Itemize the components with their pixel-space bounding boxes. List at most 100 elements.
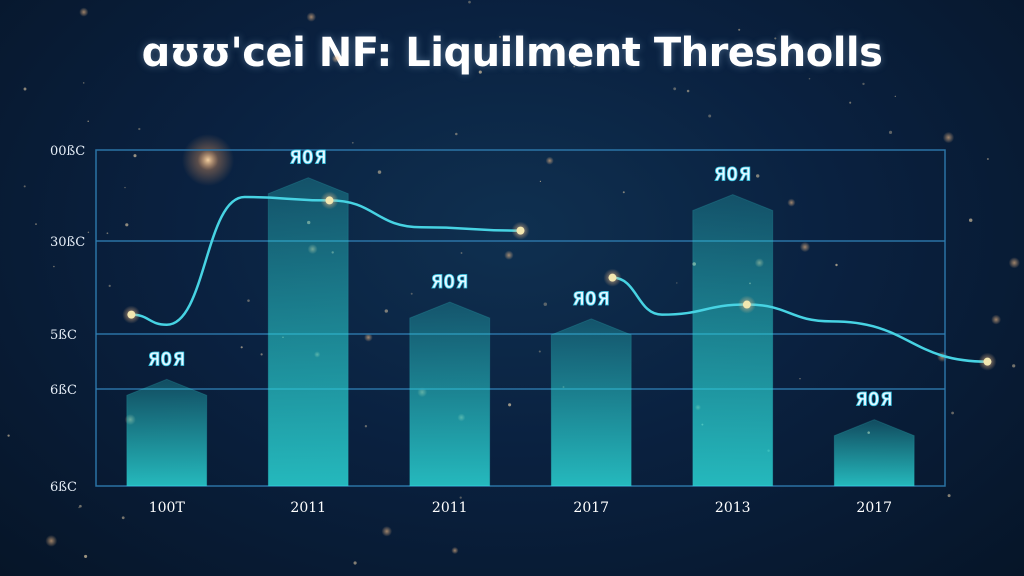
particle bbox=[331, 54, 341, 63]
particle bbox=[45, 534, 58, 547]
particle bbox=[539, 180, 542, 183]
x-axis-ticks: 100T 2011 2011 2017 2013 2017 bbox=[149, 500, 892, 516]
y-axis-ticks: 00ßC 30ßC 5ßC 6ßC 6ßC bbox=[50, 144, 85, 495]
particle bbox=[849, 101, 852, 104]
particle bbox=[247, 299, 250, 302]
particle bbox=[942, 131, 955, 144]
data-labels: ЯОЯ ЯОЯ ЯОЯ ЯОЯ ЯОЯ ЯОЯ bbox=[148, 146, 893, 411]
particle bbox=[240, 346, 243, 349]
particle bbox=[460, 252, 463, 254]
particle bbox=[138, 127, 141, 131]
bar bbox=[409, 301, 491, 487]
particle bbox=[478, 70, 482, 74]
particle bbox=[125, 223, 129, 227]
particle bbox=[410, 292, 413, 295]
particle bbox=[108, 284, 111, 288]
particle bbox=[23, 87, 27, 91]
particle bbox=[756, 174, 760, 178]
particle bbox=[133, 154, 137, 158]
data-label: ЯОЯ bbox=[148, 348, 185, 370]
plot-frame bbox=[95, 149, 946, 487]
particle bbox=[381, 526, 393, 537]
x-tick-label: 2017 bbox=[573, 500, 609, 516]
series-line bbox=[612, 276, 988, 363]
particle bbox=[991, 314, 1002, 325]
line-marker bbox=[516, 226, 525, 235]
particle bbox=[451, 546, 459, 555]
particle bbox=[504, 250, 514, 260]
particle bbox=[543, 302, 548, 306]
y-tick-label: 5ßC bbox=[50, 328, 77, 343]
particle bbox=[622, 191, 625, 194]
particle bbox=[306, 12, 317, 22]
particle bbox=[498, 35, 502, 38]
particle bbox=[508, 403, 512, 407]
particle bbox=[968, 218, 973, 222]
line-marker bbox=[742, 300, 751, 309]
line-marker bbox=[608, 273, 617, 282]
particle bbox=[799, 241, 811, 253]
grid-lines bbox=[95, 149, 946, 487]
particle bbox=[351, 141, 354, 144]
particle bbox=[459, 496, 462, 499]
bar bbox=[692, 193, 774, 487]
particle bbox=[364, 425, 368, 428]
particle bbox=[87, 231, 90, 234]
line-marker bbox=[325, 196, 334, 205]
particle bbox=[87, 120, 89, 123]
data-label: ЯОЯ bbox=[714, 163, 751, 185]
glow-orb bbox=[182, 134, 234, 186]
particle bbox=[947, 494, 951, 498]
particle bbox=[79, 504, 82, 508]
particle bbox=[106, 232, 109, 235]
bar bbox=[550, 318, 632, 487]
particle bbox=[862, 82, 865, 86]
bar-series bbox=[126, 177, 915, 487]
bar bbox=[267, 177, 349, 487]
y-tick-label: 6ßC bbox=[50, 480, 77, 495]
particle bbox=[121, 516, 125, 520]
particle bbox=[35, 223, 37, 225]
bar bbox=[833, 419, 915, 487]
particle bbox=[377, 170, 382, 174]
particle bbox=[260, 353, 263, 356]
particle bbox=[468, 0, 471, 4]
particle bbox=[708, 114, 712, 118]
line-marker bbox=[127, 310, 136, 319]
particle bbox=[686, 89, 690, 93]
particle bbox=[738, 28, 741, 31]
particle bbox=[581, 48, 583, 50]
particle bbox=[455, 132, 458, 136]
y-tick-label: 30ßC bbox=[50, 235, 85, 250]
x-tick-label: 2011 bbox=[432, 500, 468, 516]
particle bbox=[774, 37, 777, 40]
particle bbox=[573, 65, 576, 68]
particle bbox=[364, 333, 373, 342]
particle bbox=[1008, 257, 1020, 269]
particle bbox=[79, 7, 89, 17]
particle bbox=[894, 95, 896, 97]
particle bbox=[1012, 364, 1016, 368]
data-label: ЯОЯ bbox=[290, 147, 327, 169]
x-tick-label: 2011 bbox=[290, 500, 326, 516]
particle bbox=[787, 198, 796, 207]
particle bbox=[835, 263, 838, 267]
particle bbox=[384, 309, 388, 313]
particle bbox=[888, 130, 893, 134]
y-tick-label: 6ßC bbox=[50, 383, 77, 398]
x-tick-label: 2017 bbox=[856, 500, 892, 516]
line-marker bbox=[983, 357, 992, 366]
particle bbox=[951, 411, 954, 415]
particle bbox=[808, 77, 811, 80]
particle bbox=[353, 561, 357, 565]
particle bbox=[53, 265, 55, 268]
y-tick-label: 00ßC bbox=[50, 144, 85, 159]
particle bbox=[676, 282, 678, 284]
particle bbox=[82, 82, 85, 84]
data-label: ЯОЯ bbox=[573, 288, 610, 310]
particle bbox=[673, 87, 677, 91]
x-tick-label: 2013 bbox=[715, 500, 751, 516]
particle bbox=[545, 156, 554, 165]
bar bbox=[126, 378, 208, 487]
chart-title: ɑʊʊ'cei NF: Liquilment Thresholls bbox=[141, 30, 883, 76]
